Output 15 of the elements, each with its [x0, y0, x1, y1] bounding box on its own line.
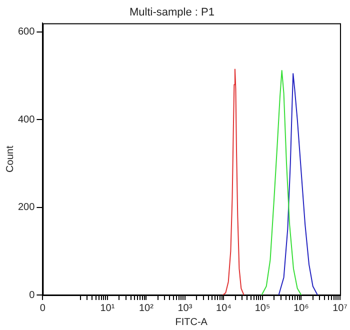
y-axis-title: Count	[4, 146, 16, 172]
x-tick-label: 10⁵	[254, 302, 270, 314]
y-tick-label: 200	[18, 202, 36, 214]
x-tick-label: 10⁶	[294, 302, 309, 314]
x-tick-label: 10²	[138, 302, 154, 314]
y-tick-label: 600	[18, 26, 36, 38]
x-axis-title: FITC-A	[175, 316, 208, 328]
y-tick-label: 0	[29, 290, 36, 301]
x-tick-label: 10¹	[100, 302, 116, 314]
chart-title: Multi-sample : P1	[130, 6, 214, 19]
y-tick-label: 400	[18, 114, 36, 126]
x-tick-label: 10⁴	[216, 302, 232, 314]
x-tick-label: 10⁷	[332, 302, 348, 314]
x-tick-label: 0	[40, 302, 46, 314]
x-tick-label: 10³	[178, 302, 193, 314]
